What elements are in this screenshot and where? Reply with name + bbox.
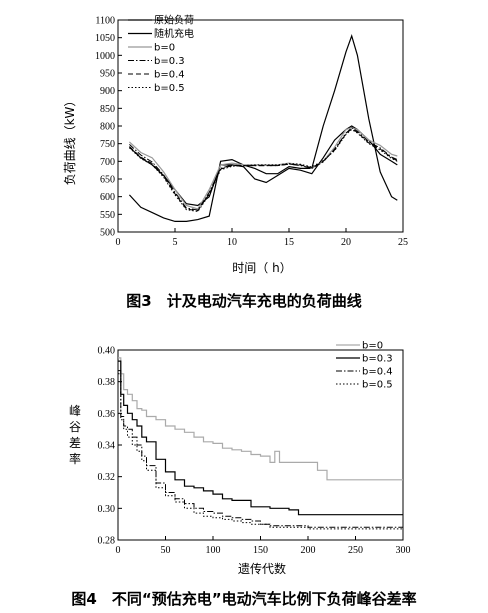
x-tick-label: 50: [161, 545, 171, 556]
y-tick-label: 1050: [95, 33, 115, 44]
y-tick-label: 800: [100, 122, 115, 133]
series-line-5: [129, 128, 398, 213]
x-tick-label: 100: [206, 545, 221, 556]
series-line-0: [118, 357, 403, 481]
x-axis-label: 遗传代数: [238, 561, 286, 576]
y-axis-label-char: 差: [69, 436, 81, 450]
legend-label: b=0.4: [154, 70, 185, 81]
x-axis-label: 时间（ h）: [232, 261, 291, 275]
legend-label: b=0.3: [154, 56, 185, 67]
legend-label: b=0.4: [362, 367, 393, 378]
legend-label: b=0: [362, 341, 383, 352]
x-tick-label: 0: [116, 545, 121, 556]
x-tick-label: 150: [253, 545, 268, 556]
y-tick-label: 550: [100, 210, 115, 221]
figure-caption: 图4 不同“预估充电”电动汽车比例下负荷峰谷差率: [71, 590, 416, 608]
series-line-2: [118, 370, 403, 528]
peak-valley-ratio-chart: 0 50 100 150 200 250 300 0.280.300.320.340.360…: [69, 341, 417, 609]
x-tick-label: 200: [301, 545, 316, 556]
x-tick-label: 300: [396, 545, 411, 556]
y-tick-label: 650: [100, 175, 115, 186]
series-line-0: [128, 33, 398, 222]
y-tick-label: 0.28: [98, 536, 116, 547]
legend: b=0 b=0.3 b=0.4 b=0.5: [336, 341, 393, 391]
series-line-1: [118, 360, 403, 516]
y-tick-label: 600: [100, 192, 115, 203]
legend-label: 随机充电: [154, 27, 194, 40]
legend-label: b=0.3: [362, 354, 393, 365]
x-tick-label: 0: [116, 237, 121, 248]
y-axis-label-char: 峰: [69, 404, 81, 418]
y-tick-label: 500: [100, 228, 115, 239]
y-tick-label: 0.30: [98, 504, 116, 515]
x-axis-ticks: 0 5 10 15 20 25: [116, 228, 408, 248]
x-tick-label: 15: [284, 237, 294, 248]
y-axis-label-char: 率: [69, 451, 81, 466]
series-line-2: [128, 127, 398, 210]
y-axis-label: 负荷曲线（kW）: [63, 95, 77, 186]
y-tick-label: 1100: [95, 16, 115, 27]
x-tick-label: 10: [227, 237, 237, 248]
y-axis-ticks: 0.28 0.30 0.32 0.34 0.36 0.38 0.40: [98, 346, 122, 547]
x-tick-label: 5: [173, 237, 178, 248]
y-axis-label: 峰谷差率: [69, 404, 81, 466]
x-tick-label: 25: [398, 237, 408, 248]
y-tick-label: 0.32: [98, 472, 116, 483]
y-tick-label: 750: [100, 139, 115, 150]
legend-label: b=0.5: [154, 83, 185, 94]
series-line-3: [118, 373, 403, 530]
legend-label: b=0: [154, 43, 175, 54]
y-tick-label: 700: [100, 157, 115, 168]
load-curve-chart: 0 5 10 15 20 25 500 550 600 650 700 750 800 850 900 95…: [63, 14, 408, 311]
series-line-4: [129, 128, 398, 212]
series-lines: [118, 357, 403, 530]
x-tick-label: 20: [341, 237, 351, 248]
series-lines: [128, 33, 398, 222]
y-tick-label: 0.36: [98, 409, 116, 420]
x-tick-label: 250: [348, 545, 363, 556]
y-tick-label: 950: [100, 69, 115, 80]
x-axis-ticks: 0 50 100 150 200 250 300: [116, 536, 411, 556]
y-tick-label: 0.34: [98, 441, 116, 452]
legend-label: 原始负荷: [154, 14, 194, 27]
y-tick-label: 900: [100, 86, 115, 97]
figure-caption: 图3 计及电动汽车充电的负荷曲线: [126, 292, 361, 310]
y-tick-label: 850: [100, 104, 115, 115]
y-axis-ticks: 500 550 600 650 700 750 800 850 900 950 1000 1050 11…: [95, 16, 122, 239]
series-line-3: [129, 127, 398, 211]
y-tick-label: 1000: [95, 51, 115, 62]
y-tick-label: 0.38: [98, 377, 116, 388]
legend-label: b=0.5: [362, 380, 393, 391]
y-tick-label: 0.40: [98, 346, 116, 357]
plot-frame: [117, 349, 404, 541]
y-axis-label-char: 谷: [69, 420, 81, 434]
